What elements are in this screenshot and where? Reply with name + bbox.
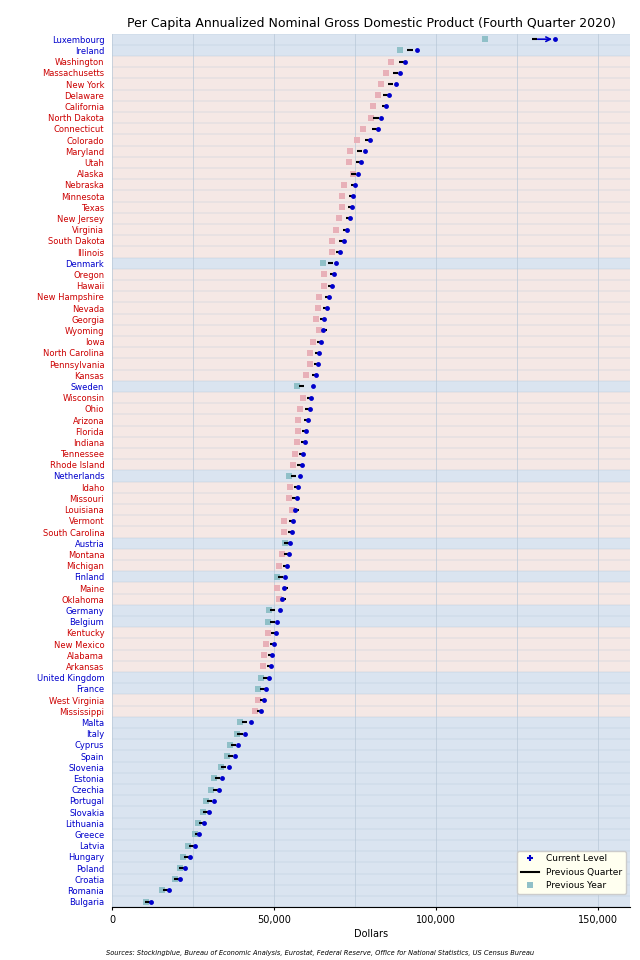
Bar <box>112 134 630 146</box>
Bar <box>112 358 630 370</box>
Bar <box>112 224 630 235</box>
Bar <box>112 314 630 324</box>
Bar <box>112 437 630 448</box>
Bar <box>112 852 630 862</box>
X-axis label: Dollars: Dollars <box>354 929 388 939</box>
Bar <box>112 560 630 571</box>
Bar <box>112 34 630 45</box>
Bar <box>112 862 630 874</box>
Bar <box>112 56 630 67</box>
Bar <box>112 156 630 168</box>
Bar <box>112 627 630 638</box>
Bar <box>112 470 630 482</box>
Bar <box>112 504 630 516</box>
Bar <box>112 549 630 560</box>
Bar <box>112 146 630 156</box>
Bar <box>112 403 630 415</box>
Bar <box>112 773 630 784</box>
Bar <box>112 112 630 123</box>
Bar <box>112 180 630 190</box>
Bar <box>112 638 630 650</box>
Bar <box>112 448 630 459</box>
Bar <box>112 728 630 739</box>
Bar <box>112 459 630 470</box>
Bar <box>112 280 630 291</box>
Bar <box>112 616 630 627</box>
Bar <box>112 583 630 593</box>
Bar <box>112 123 630 134</box>
Bar <box>112 828 630 840</box>
Bar <box>112 717 630 728</box>
Bar <box>112 415 630 425</box>
Bar <box>112 806 630 818</box>
Bar <box>112 67 630 79</box>
Bar <box>112 694 630 706</box>
Bar <box>112 751 630 761</box>
Bar <box>112 370 630 381</box>
Bar <box>112 672 630 684</box>
Bar <box>112 516 630 526</box>
Bar <box>112 425 630 437</box>
Bar <box>112 202 630 213</box>
Bar <box>112 818 630 828</box>
Legend: Current Level, Previous Quarter, Previous Year: Current Level, Previous Quarter, Previou… <box>517 851 626 894</box>
Title: Per Capita Annualized Nominal Gross Domestic Product (Fourth Quarter 2020): Per Capita Annualized Nominal Gross Dome… <box>127 16 616 30</box>
Bar <box>112 784 630 795</box>
Bar <box>112 336 630 348</box>
Bar <box>112 79 630 89</box>
Bar <box>112 45 630 56</box>
Bar <box>112 291 630 302</box>
Bar <box>112 269 630 280</box>
Bar <box>112 324 630 336</box>
Bar <box>112 89 630 101</box>
Bar <box>112 235 630 247</box>
Bar <box>112 257 630 269</box>
Bar <box>112 605 630 616</box>
Bar <box>112 795 630 806</box>
Bar <box>112 538 630 549</box>
Bar <box>112 684 630 694</box>
Bar <box>112 168 630 180</box>
Bar <box>112 213 630 224</box>
Bar <box>112 761 630 773</box>
Bar <box>112 190 630 202</box>
Bar <box>112 650 630 660</box>
Bar <box>112 482 630 492</box>
Bar <box>112 348 630 358</box>
Bar <box>112 739 630 751</box>
Bar <box>112 101 630 112</box>
Bar <box>112 302 630 314</box>
Bar <box>112 492 630 504</box>
Bar <box>112 896 630 907</box>
Bar <box>112 392 630 403</box>
Text: Sources: Stockingblue, Bureau of Economic Analysis, Eurostat, Federal Reserve, O: Sources: Stockingblue, Bureau of Economi… <box>106 950 534 956</box>
Bar <box>112 874 630 885</box>
Bar <box>112 571 630 583</box>
Bar <box>112 885 630 896</box>
Bar <box>112 706 630 717</box>
Bar <box>112 593 630 605</box>
Bar <box>112 660 630 672</box>
Bar <box>112 840 630 852</box>
Bar <box>112 526 630 538</box>
Bar <box>112 247 630 257</box>
Bar <box>112 381 630 392</box>
